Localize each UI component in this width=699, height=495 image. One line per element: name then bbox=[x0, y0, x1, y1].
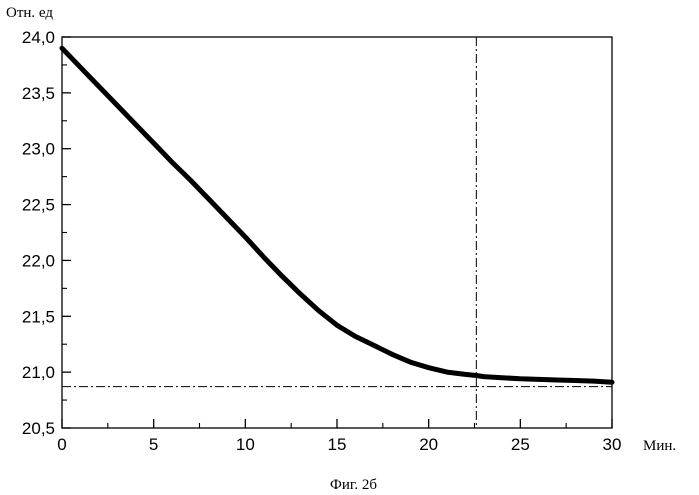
x-tick-label: 10 bbox=[236, 435, 255, 454]
y-tick-label: 21,0 bbox=[22, 363, 55, 382]
x-axis-label: Мин. bbox=[643, 438, 676, 454]
x-tick-label: 5 bbox=[149, 435, 158, 454]
axis-ticks bbox=[62, 37, 612, 428]
reference-lines bbox=[62, 37, 612, 428]
series-layer bbox=[62, 48, 612, 382]
y-tick-label: 22,5 bbox=[22, 196, 55, 215]
plot-frame bbox=[62, 37, 612, 428]
series-line-1 bbox=[62, 48, 612, 382]
y-tick-label: 22,0 bbox=[22, 251, 55, 270]
y-tick-label: 23,0 bbox=[22, 140, 55, 159]
x-tick-label: 20 bbox=[419, 435, 438, 454]
x-tick-label: 15 bbox=[328, 435, 347, 454]
y-tick-label: 23,5 bbox=[22, 84, 55, 103]
y-tick-label: 24,0 bbox=[22, 28, 55, 47]
x-tick-label: 0 bbox=[57, 435, 66, 454]
figure-caption: Фиг. 2б bbox=[330, 477, 377, 493]
y-axis-label: Отн. ед bbox=[6, 5, 53, 21]
y-tick-label: 21,5 bbox=[22, 307, 55, 326]
x-tick-label: 30 bbox=[603, 435, 622, 454]
x-tick-label: 25 bbox=[511, 435, 530, 454]
y-tick-label: 20,5 bbox=[22, 419, 55, 438]
tick-labels: 0 5 10 15 20 25 30 20,5 21,0 21,5 22,0 22,5 23,0 23,5… bbox=[22, 28, 622, 454]
